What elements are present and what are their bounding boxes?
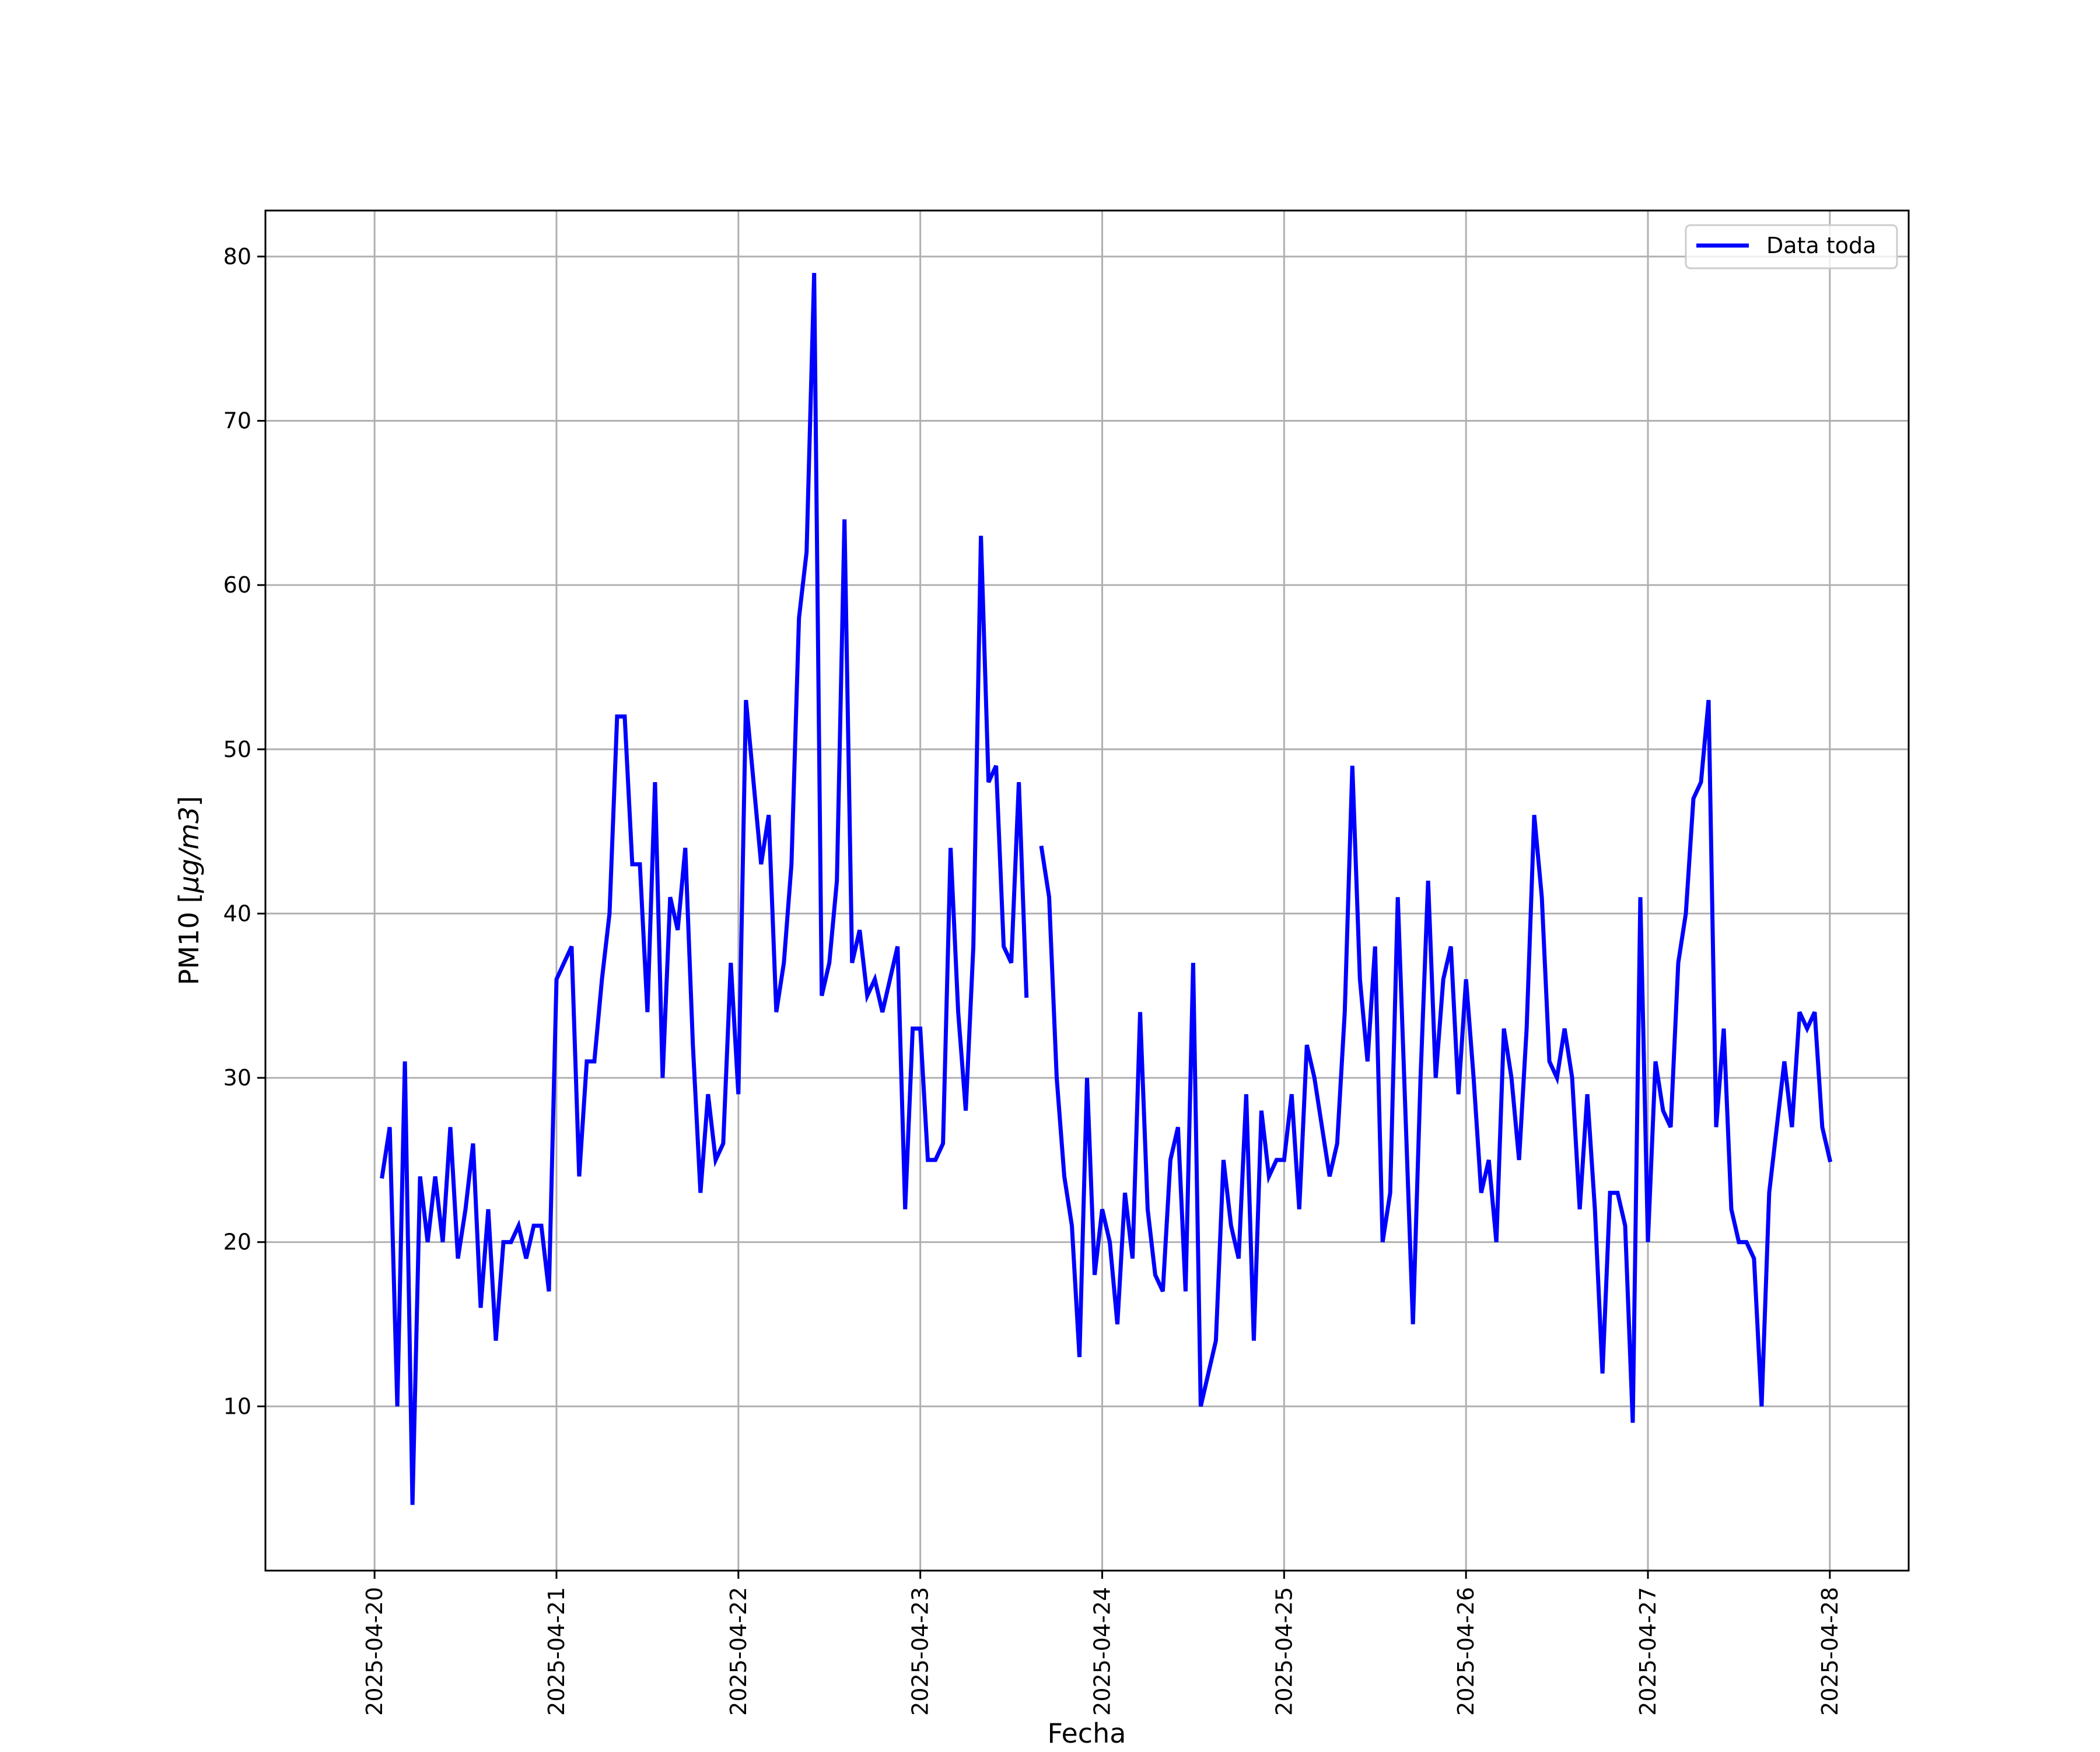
y-tick-label: 40: [223, 900, 251, 926]
x-tick-label: 2025-04-24: [1089, 1587, 1115, 1716]
x-tick-label: 2025-04-21: [544, 1587, 569, 1716]
plot-area: [265, 211, 1909, 1571]
y-tick-label: 50: [223, 737, 251, 762]
legend-box: [1685, 224, 1898, 269]
y-tick-label: 60: [223, 572, 251, 598]
x-tick-label: 2025-04-28: [1817, 1587, 1843, 1716]
y-tick-label: 30: [223, 1065, 251, 1091]
x-tick-label: 2025-04-20: [362, 1587, 387, 1716]
series-line-data-toda: [380, 272, 1029, 1505]
y-axis-title: PM10 [μg/m3]: [173, 796, 205, 986]
y-tick-label: 10: [223, 1393, 251, 1419]
y-tick-label: 20: [223, 1229, 251, 1255]
x-tick-label: 2025-04-27: [1635, 1587, 1661, 1716]
x-axis-title: Fecha: [1048, 1718, 1126, 1749]
legend-label: Data toda: [1766, 233, 1876, 258]
legend: Data toda: [1685, 224, 1898, 269]
x-tick-label: 2025-04-23: [908, 1587, 933, 1716]
series-line-data-toda: [1039, 699, 1833, 1423]
x-tick-label: 2025-04-25: [1271, 1587, 1297, 1716]
y-tick-label: 80: [223, 244, 251, 269]
series-layer: [380, 272, 1833, 1505]
x-axis-ticks: 2025-04-20 2025-04-21 2025-04-22 2025-04-23…: [362, 1571, 1843, 1716]
y-axis-ticks: 10 20 30 40 50 60 70 80: [223, 244, 265, 1419]
y-tick-label: 70: [223, 408, 251, 434]
x-tick-label: 2025-04-22: [726, 1587, 751, 1716]
plot-frame: [264, 209, 1910, 1572]
x-tick-label: 2025-04-26: [1453, 1587, 1479, 1716]
